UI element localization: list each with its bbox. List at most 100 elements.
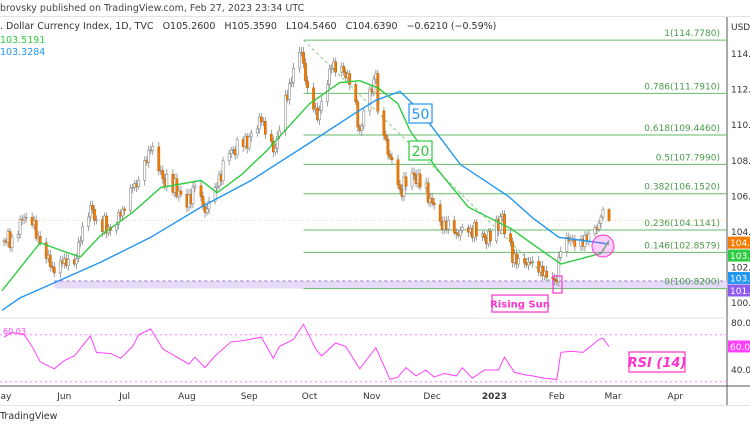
candle-up <box>87 216 90 227</box>
candle-up <box>330 67 333 70</box>
fib-level-label: 0.146(102.8579) <box>644 241 720 251</box>
candle-down <box>263 120 267 135</box>
candle-down <box>412 172 416 176</box>
candle-up <box>593 227 597 235</box>
footer-divider <box>0 405 750 406</box>
candle-down <box>93 209 96 221</box>
rsi-tick: 40.00 <box>731 366 750 376</box>
candle-down <box>105 215 108 234</box>
candle-up <box>360 125 364 131</box>
candle-up <box>587 233 591 241</box>
candle-down <box>91 205 94 210</box>
candle-down <box>452 220 456 233</box>
candle-down <box>44 242 48 259</box>
support-zone <box>54 280 727 289</box>
candle-down <box>475 222 478 237</box>
candle-up <box>151 146 155 151</box>
candle-up <box>274 147 277 153</box>
candle-up <box>221 160 225 182</box>
time-tick: Jul <box>118 392 130 402</box>
candle-up <box>517 258 520 265</box>
candle-up <box>149 149 153 152</box>
candle-down <box>354 84 358 103</box>
fib-level-label: 0.618(109.4460) <box>644 124 720 134</box>
candle-down <box>161 170 165 179</box>
ma50-legend-value[interactable]: 103.3284 <box>0 47 46 58</box>
candle-down <box>334 61 338 73</box>
candle-down <box>489 230 492 242</box>
sma20-line <box>1 79 610 292</box>
candle-down <box>179 190 183 195</box>
candle-up <box>601 209 605 218</box>
tradingview-brand[interactable]: TradingView <box>0 411 58 422</box>
candle-down <box>312 87 315 110</box>
candle-up <box>77 241 80 259</box>
price-tag-label: 103.5 <box>730 252 750 262</box>
candle-down <box>306 80 309 89</box>
price-tick: 106.0 <box>731 192 750 202</box>
candle-up <box>599 216 603 224</box>
candle-up <box>368 88 372 112</box>
ma20-label-box <box>408 140 433 161</box>
candle-down <box>356 101 360 128</box>
candle-down <box>432 202 436 205</box>
candle-down <box>175 178 179 197</box>
candle-down <box>454 232 458 235</box>
rsi-tag-label: 60.03 <box>730 343 750 353</box>
candle-down <box>382 110 386 136</box>
candle-up <box>24 216 28 219</box>
candle-down <box>48 254 52 267</box>
candle-up <box>165 173 169 187</box>
candle-up <box>247 136 251 149</box>
candle-down <box>384 134 388 140</box>
ma20-legend-value[interactable]: 103.5191 <box>0 35 46 46</box>
candle-down <box>342 66 346 73</box>
candle-up <box>58 260 62 274</box>
fib-level-label: 0(100.8200) <box>664 278 720 288</box>
candle-down <box>553 278 557 281</box>
price-tick: 108.0 <box>731 157 750 167</box>
candle-up <box>290 81 293 84</box>
time-tick: Jun <box>56 392 71 402</box>
candle-up <box>402 176 406 197</box>
price-tick: 104.0 <box>731 228 750 238</box>
symbol-name[interactable]: . Dollar Currency Index, 1D, TVC <box>0 21 154 32</box>
time-tick: Nov <box>363 392 381 402</box>
candle-up <box>75 258 78 265</box>
candle-up <box>531 261 534 263</box>
candle-up <box>137 180 141 188</box>
currency-label: USD <box>731 23 750 33</box>
candle-up <box>320 101 323 111</box>
candle-up <box>229 149 233 154</box>
price-tag-label: 103.3 <box>730 274 750 284</box>
candle-down <box>607 209 611 221</box>
candle-up <box>207 201 211 210</box>
candle-up <box>460 227 464 231</box>
candle-down <box>523 258 526 264</box>
candle-up <box>129 187 132 211</box>
price-tag <box>728 249 750 262</box>
candle-up <box>298 52 301 69</box>
candle-down <box>52 267 56 274</box>
rising-sun-label: Rising Sun <box>490 300 550 311</box>
candle-up <box>458 230 462 236</box>
candle-down <box>259 116 263 122</box>
candle-down <box>272 141 275 153</box>
rising-sun-label-box <box>491 294 549 313</box>
publish-info: brovsky published on TradingView.com, Fe… <box>0 3 305 14</box>
candle-up <box>292 67 295 83</box>
time-tick: Sep <box>241 392 258 402</box>
candle-up <box>249 132 253 138</box>
candle-up <box>559 251 563 258</box>
candle-up <box>257 116 261 130</box>
candle-up <box>227 153 231 161</box>
candle-down <box>430 197 434 204</box>
price-tag-label: 104.6 <box>730 239 750 249</box>
rsi-legend-value: 60.03 <box>3 327 26 336</box>
candle-down <box>157 146 161 172</box>
candle-down <box>483 233 486 238</box>
header-divider <box>0 16 750 17</box>
candle-up <box>215 185 219 188</box>
rsi-tag <box>728 340 750 353</box>
